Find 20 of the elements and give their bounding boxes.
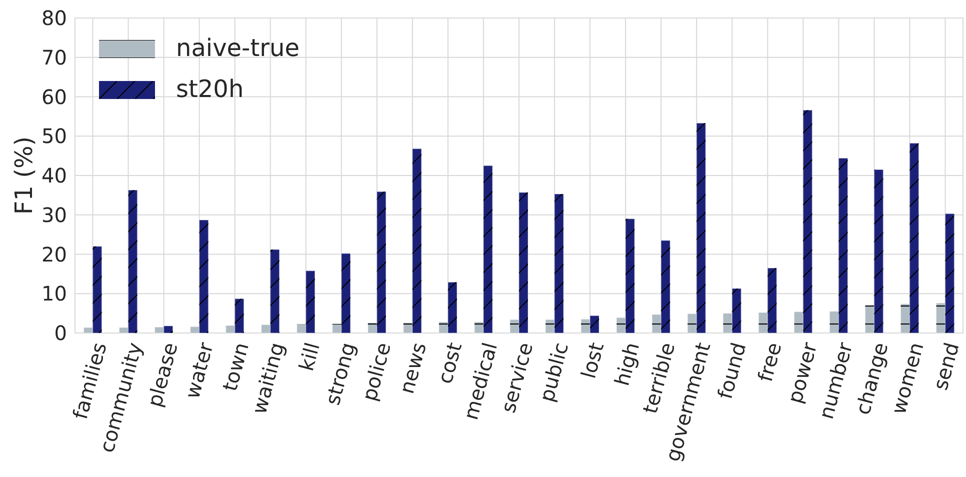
x-tick-label: high: [610, 340, 644, 388]
y-tick-label: 70: [42, 45, 67, 70]
y-tick-label: 40: [42, 164, 67, 188]
x-tick-label: cost: [432, 340, 467, 386]
x-tick-label: send: [928, 340, 964, 393]
x-tick-label: found: [712, 340, 751, 402]
y-tick-label: 30: [42, 202, 67, 227]
y-tick-label: 50: [42, 124, 67, 148]
legend-label: naive-true: [176, 34, 300, 62]
legend-label: st20h: [176, 75, 244, 103]
x-tick-label: lost: [576, 340, 609, 381]
x-tick-label: town: [218, 340, 254, 394]
y-tick-label: 0: [54, 321, 67, 345]
x-tick-label: water: [180, 339, 218, 402]
x-tick-label: news: [394, 340, 432, 396]
y-tick-label: 20: [42, 242, 67, 266]
y-axis-title: F1 (%): [10, 136, 38, 215]
y-tick-label: 80: [42, 6, 67, 30]
y-tick-label: 10: [42, 282, 67, 306]
y-tick-label: 60: [42, 84, 67, 109]
